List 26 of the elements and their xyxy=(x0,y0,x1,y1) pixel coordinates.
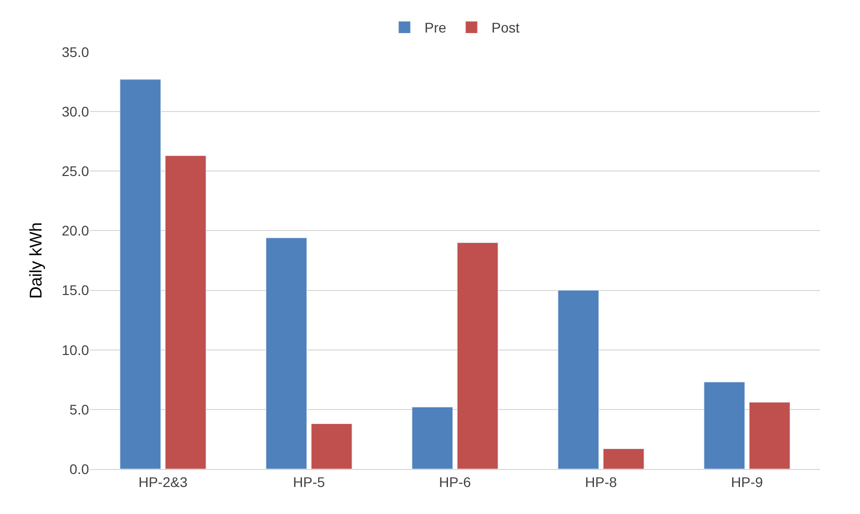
y-tick-label: 35.0 xyxy=(62,44,90,60)
x-tick-label: HP-2&3 xyxy=(138,474,188,490)
bar xyxy=(457,242,498,469)
bar xyxy=(412,406,453,469)
x-tick-label: HP-8 xyxy=(585,474,618,490)
y-axis-title: Daily kWh xyxy=(26,222,46,299)
y-tick-label: 20.0 xyxy=(62,222,90,239)
bar xyxy=(311,423,352,469)
y-tick-label: 0.0 xyxy=(70,460,90,477)
y-tick-label: 5.0 xyxy=(70,401,90,418)
bar xyxy=(165,155,206,469)
bar xyxy=(704,382,745,469)
y-tick-label: 25.0 xyxy=(62,163,90,180)
x-tick-label: HP-6 xyxy=(439,474,472,490)
x-tick-label: HP-9 xyxy=(731,474,764,490)
bar xyxy=(603,448,644,469)
bar xyxy=(749,402,790,469)
legend-label: Post xyxy=(492,20,520,36)
x-tick-label: HP-5 xyxy=(293,474,326,490)
bar xyxy=(266,238,307,469)
bar xyxy=(558,290,599,469)
bar xyxy=(120,79,161,469)
legend-label: Pre xyxy=(424,20,446,36)
y-tick-label: 10.0 xyxy=(62,342,90,358)
y-tick-label: 30.0 xyxy=(62,103,90,120)
y-tick-label: 15.0 xyxy=(62,282,90,298)
